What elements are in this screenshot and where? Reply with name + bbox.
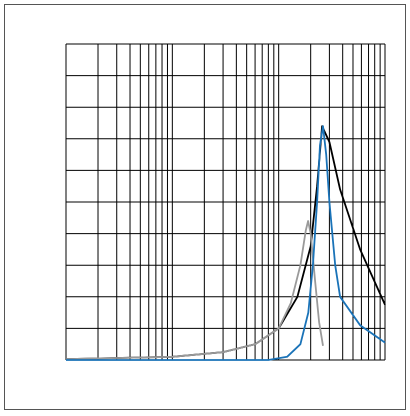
frame (4, 4, 406, 410)
line-series (65, 220, 324, 360)
line-series (66, 125, 386, 361)
